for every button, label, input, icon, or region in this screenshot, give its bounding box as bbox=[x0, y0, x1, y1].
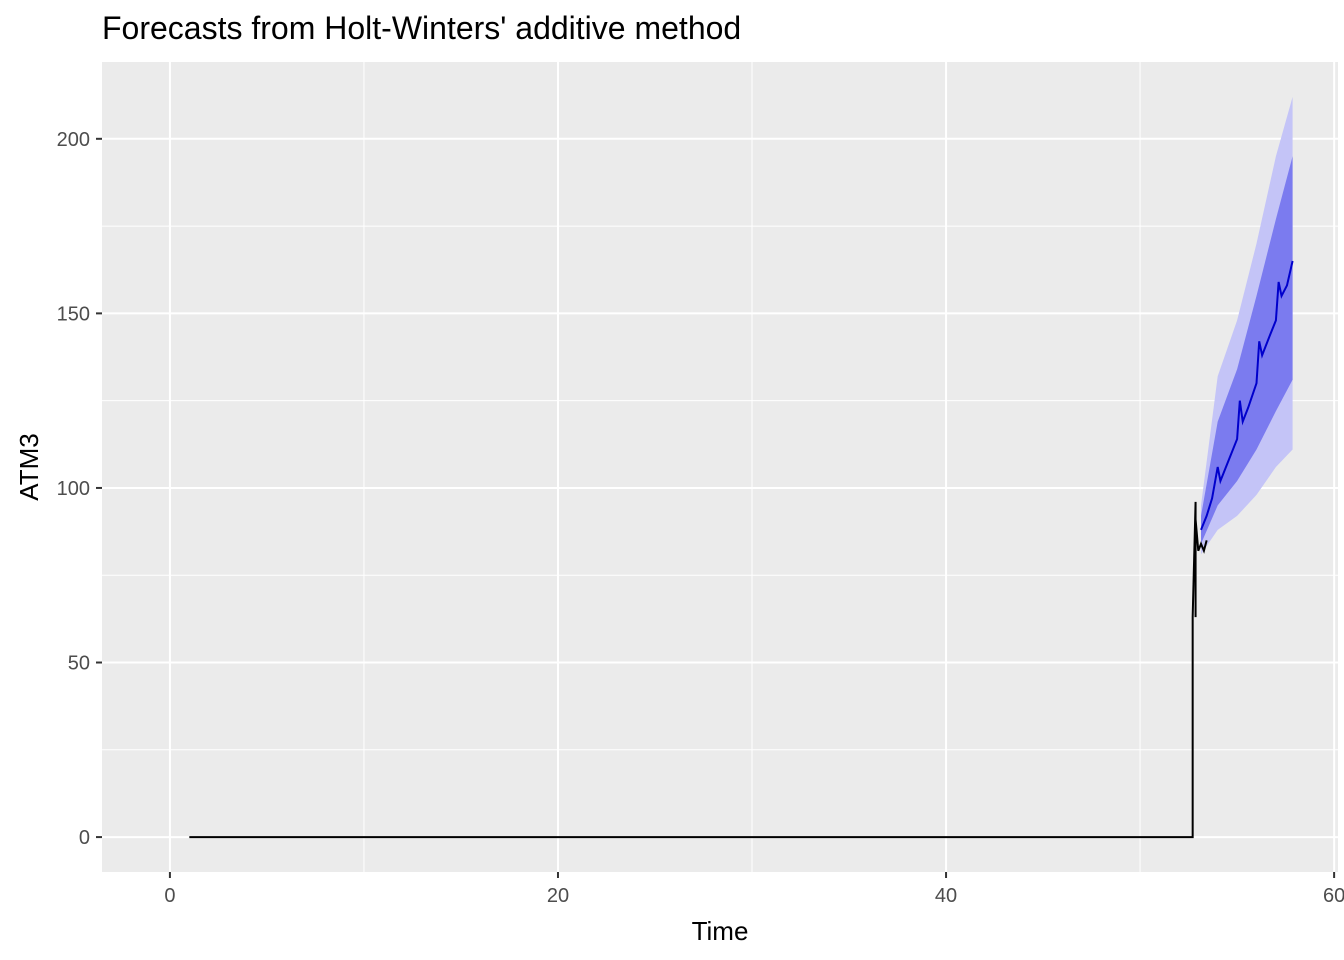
y-tick-label: 100 bbox=[57, 478, 90, 500]
chart-title: Forecasts from Holt-Winters' additive me… bbox=[102, 10, 742, 46]
forecast-series-line bbox=[1200, 260, 1294, 531]
y-tick-label: 0 bbox=[79, 827, 90, 849]
y-tick-label: 50 bbox=[68, 653, 90, 675]
y-tick-label: 200 bbox=[57, 129, 90, 151]
x-tick-label: 0 bbox=[164, 885, 175, 907]
y-tick-label: 150 bbox=[57, 303, 90, 325]
x-tick-label: 20 bbox=[547, 885, 569, 907]
y-axis-title: ATM3 bbox=[14, 433, 44, 500]
x-tick-label: 40 bbox=[935, 885, 957, 907]
prediction-band-80 bbox=[1201, 156, 1293, 544]
observed-series-line bbox=[189, 501, 1208, 839]
plot-panel bbox=[102, 62, 1338, 872]
x-axis-title: Time bbox=[692, 916, 749, 946]
x-tick-label: 60 bbox=[1323, 885, 1344, 907]
